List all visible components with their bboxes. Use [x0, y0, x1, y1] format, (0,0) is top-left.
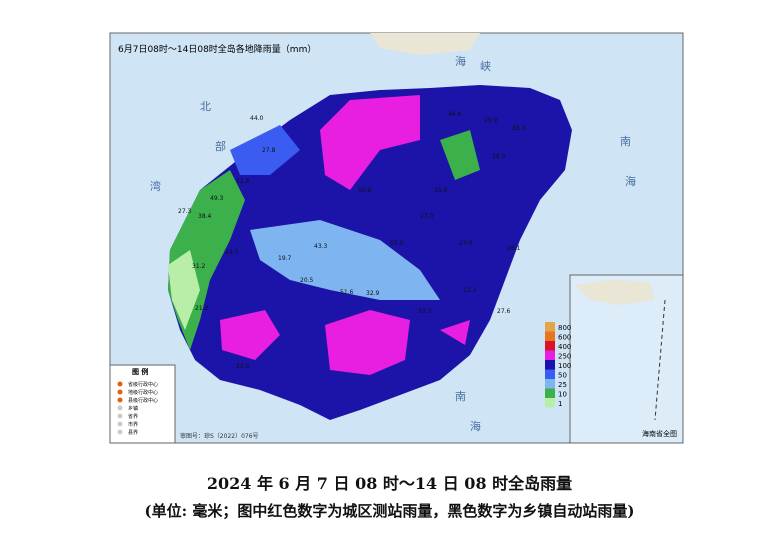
- legend-item: 市界: [128, 421, 138, 428]
- station-value: 27.8: [262, 147, 276, 154]
- scale-label: 10: [558, 391, 567, 399]
- scale-swatch: [545, 322, 555, 332]
- station-value: 33.3: [418, 308, 432, 315]
- inset-land: [575, 280, 655, 305]
- legend-symbol: [117, 421, 123, 427]
- map-title: 6月7日08时～14日08时全岛各地降雨量（mm）: [118, 43, 316, 55]
- scale-swatch: [545, 360, 555, 370]
- rain-zone: [325, 310, 410, 375]
- scale-label: 600: [558, 334, 571, 342]
- scale-label: 25: [558, 381, 567, 389]
- station-value: 20.5: [300, 277, 314, 284]
- legend-item: 地级行政中心: [128, 389, 158, 396]
- station-value: 49.3: [210, 195, 224, 202]
- scale-swatch: [545, 379, 555, 389]
- legend-symbol: [117, 381, 123, 387]
- scale-swatch: [545, 350, 555, 360]
- sea-label: 北: [200, 100, 211, 113]
- scale-label: 400: [558, 343, 571, 351]
- station-value: 31.2: [192, 263, 206, 270]
- station-value: 44.0: [250, 115, 264, 122]
- inset-border: [654, 299, 666, 421]
- scale-swatch: [545, 331, 555, 341]
- legend-item: 省级行政中心: [128, 381, 158, 388]
- scale-label: 1: [558, 400, 562, 408]
- rain-zone: [320, 95, 420, 190]
- legend-item: 省界: [128, 413, 138, 420]
- sea-label: 峡: [480, 59, 491, 73]
- station-value: 29.9: [484, 117, 498, 124]
- rain-zone: [168, 250, 200, 330]
- station-value: 13.2: [463, 287, 477, 294]
- sea-label: 海: [625, 174, 636, 188]
- sea-label: 海: [455, 54, 466, 68]
- rain-map: 6月7日08时～14日08时全岛各地降雨量（mm） 海南省全图 审图号：琼S（2…: [109, 32, 684, 444]
- station-value: 51.6: [340, 289, 354, 296]
- scale-label: 800: [558, 324, 571, 332]
- legend-symbol: [117, 405, 123, 411]
- sea-label: 南: [455, 390, 466, 403]
- scale-label: 50: [558, 372, 567, 380]
- scale-label: 250: [558, 353, 571, 361]
- legend-symbol: [117, 429, 123, 435]
- station-value: 27.3: [178, 208, 192, 215]
- rain-zone: [440, 320, 470, 345]
- sea-label: 南: [620, 135, 631, 148]
- legend-symbol: [117, 389, 123, 395]
- station-value: 27.0: [420, 213, 434, 220]
- station-value: 22.0: [236, 363, 250, 370]
- station-value: 19.7: [278, 255, 292, 262]
- station-value: 32.9: [366, 290, 380, 297]
- station-value: 50.9: [358, 187, 372, 194]
- scale-swatch: [545, 398, 555, 408]
- rain-zone: [230, 125, 300, 175]
- inset-label: 海南省全图: [642, 429, 677, 438]
- station-value: 43.3: [314, 243, 328, 250]
- scale-swatch: [545, 341, 555, 351]
- station-value: 23.9: [459, 240, 473, 247]
- sea-label: 湾: [150, 179, 161, 193]
- scale-swatch: [545, 369, 555, 379]
- station-value: 38.4: [198, 213, 212, 220]
- legend-item: 县级行政中心: [128, 397, 158, 404]
- station-value: 35.0: [434, 187, 448, 194]
- legend-item: 县界: [128, 430, 138, 436]
- station-value: 26.1: [507, 245, 521, 252]
- station-value: 22.8: [236, 178, 250, 185]
- station-value: 27.6: [497, 308, 511, 315]
- caption-note: (单位: 毫米；图中红色数字为城区测站雨量，黑色数字为乡镇自动站雨量): [144, 502, 635, 520]
- rain-zone: [440, 130, 480, 180]
- station-value: 28.0: [492, 153, 506, 160]
- legend-symbol: [117, 397, 123, 403]
- scale-label: 100: [558, 362, 571, 370]
- scale-swatch: [545, 388, 555, 398]
- legend-symbol: [117, 413, 123, 419]
- station-value: 21.2: [195, 305, 209, 312]
- station-value: 55.0: [390, 240, 404, 247]
- station-value: 46.8: [448, 111, 462, 118]
- legend-item: 乡镇: [128, 405, 138, 412]
- rain-zone: [250, 220, 440, 300]
- rain-zone: [220, 310, 280, 360]
- mainland: [370, 33, 480, 55]
- station-value: 38.3: [512, 125, 526, 132]
- legend-title: 图 例: [132, 367, 148, 376]
- map-number: 审图号：琼S（2022）076号: [180, 432, 259, 440]
- sea-label: 海: [470, 419, 481, 433]
- sea-label: 部: [215, 139, 226, 153]
- station-value: 24.7: [225, 249, 239, 256]
- caption-title: 2024 年 6 月 7 日 08 时～14 日 08 时全岛雨量: [206, 474, 573, 493]
